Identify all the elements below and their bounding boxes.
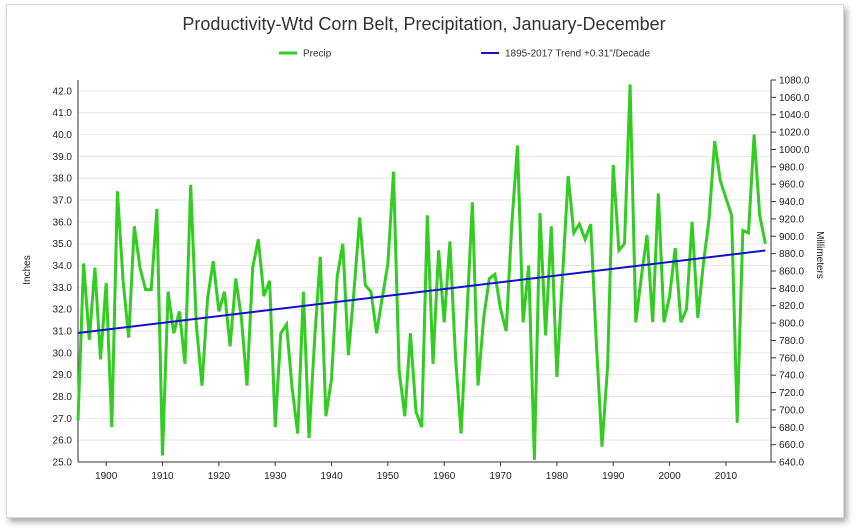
y-tick-label-left: 27.0 — [53, 414, 73, 425]
y-tick-label-left: 25.0 — [53, 458, 73, 469]
y-tick-label-right: 800.0 — [779, 319, 804, 330]
y-axis-left-title: Inches — [22, 255, 33, 284]
x-tick-label: 1980 — [546, 471, 569, 482]
y-tick-label-right: 640.0 — [779, 458, 804, 469]
y-tick-label-left: 31.0 — [53, 327, 73, 338]
x-tick-label: 1970 — [489, 471, 512, 482]
y-tick-label-right: 820.0 — [779, 301, 804, 312]
y-tick-label-left: 41.0 — [53, 108, 73, 119]
y-tick-label-right: 1020.0 — [779, 128, 810, 139]
y-tick-label-left: 33.0 — [53, 283, 73, 294]
y-tick-label-right: 940.0 — [779, 197, 804, 208]
y-tick-label-right: 780.0 — [779, 336, 804, 347]
x-tick-label: 1950 — [377, 471, 400, 482]
y-tick-label-right: 900.0 — [779, 232, 804, 243]
series-line-trend — [77, 249, 766, 334]
x-tick-label: 2000 — [658, 471, 681, 482]
y-tick-label-left: 30.0 — [53, 348, 73, 359]
chart-title: Productivity-Wtd Corn Belt, Precipitatio… — [182, 14, 665, 34]
x-tick-label: 1920 — [208, 471, 231, 482]
y-tick-label-right: 920.0 — [779, 214, 804, 225]
y-tick-label-right: 840.0 — [779, 284, 804, 295]
x-axis-ticks: 1900 1910 1920 1930 1940 1950 1960 1970 1980 1990… — [95, 462, 737, 482]
x-tick-label: 1910 — [151, 471, 174, 482]
y-axis-right-title: Millimeters — [814, 231, 825, 279]
y-tick-label-right: 1040.0 — [779, 110, 810, 121]
x-tick-label: 1900 — [95, 471, 118, 482]
y-tick-label-left: 37.0 — [53, 196, 73, 207]
y-tick-label-left: 29.0 — [53, 370, 73, 381]
legend-label-precip[interactable]: Precip — [303, 49, 332, 60]
y-axis-left-ticks: 25.0 26.0 27.0 28.0 29.0 30.0 31.0 32.0 33.0 34.0… — [53, 86, 73, 468]
y-tick-label-right: 700.0 — [779, 405, 804, 416]
y-tick-label-right: 660.0 — [779, 440, 804, 451]
y-tick-label-right: 680.0 — [779, 423, 804, 434]
x-tick-label: 1940 — [320, 471, 343, 482]
y-axis-right-ticks: 640.0 660.0 680.0 700.0 720.0 740.0 760.0 780.0… — [771, 76, 810, 469]
y-tick-label-left: 38.0 — [53, 174, 73, 185]
series — [76, 84, 767, 460]
y-tick-label-left: 32.0 — [53, 305, 73, 316]
y-tick-label-left: 36.0 — [53, 217, 73, 228]
y-tick-label-right: 980.0 — [779, 162, 804, 173]
y-tick-label-left: 26.0 — [53, 436, 73, 447]
y-tick-label-right: 720.0 — [779, 388, 804, 399]
y-tick-label-left: 42.0 — [53, 86, 73, 97]
y-tick-label-right: 860.0 — [779, 267, 804, 278]
y-tick-label-left: 39.0 — [53, 152, 73, 163]
y-tick-label-right: 1080.0 — [779, 76, 810, 87]
y-tick-label-right: 880.0 — [779, 249, 804, 260]
y-tick-label-left: 28.0 — [53, 392, 73, 403]
y-tick-label-right: 1060.0 — [779, 93, 810, 104]
y-tick-label-right: 740.0 — [779, 371, 804, 382]
y-tick-label-left: 35.0 — [53, 239, 73, 250]
y-tick-label-left: 34.0 — [53, 261, 73, 272]
series-line-precip — [76, 84, 767, 460]
y-tick-label-left: 40.0 — [53, 130, 73, 141]
x-tick-label: 1990 — [602, 471, 625, 482]
y-tick-label-right: 960.0 — [779, 180, 804, 191]
x-tick-label: 1960 — [433, 471, 456, 482]
y-tick-label-right: 760.0 — [779, 353, 804, 364]
legend-label-trend[interactable]: 1895-2017 Trend +0.31"/Decade — [505, 49, 650, 60]
legend: Precip 1895-2017 Trend +0.31"/Decade — [279, 49, 650, 60]
x-tick-label: 2010 — [715, 471, 738, 482]
x-tick-label: 1930 — [264, 471, 287, 482]
y-tick-label-right: 1000.0 — [779, 145, 810, 156]
